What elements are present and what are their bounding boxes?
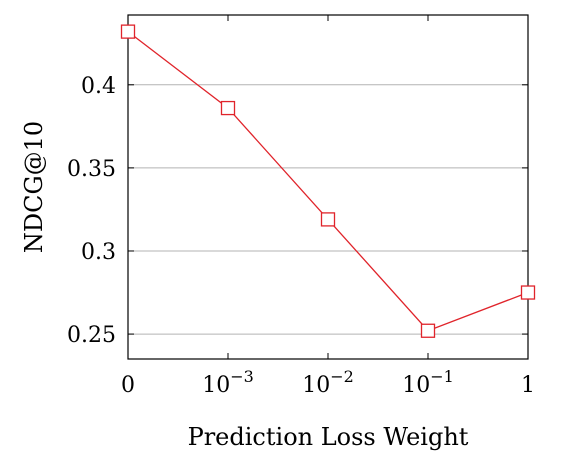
data-point	[120, 24, 136, 39]
data-point	[220, 100, 236, 116]
x-tick-label: 0	[121, 373, 135, 398]
y-tick-label: 0.25	[67, 323, 116, 348]
y-axis-label: NDCG@10	[20, 121, 48, 253]
series-line	[127, 31, 529, 332]
x-tick-label: 10−2	[302, 367, 354, 398]
x-tick-label: 10−3	[202, 367, 254, 398]
data-point	[420, 323, 436, 338]
x-tick-label: 1	[521, 373, 535, 398]
x-axis-label: Prediction Loss Weight	[188, 423, 469, 451]
data-point	[320, 212, 336, 227]
grid-lines	[128, 84, 528, 335]
y-tick-label: 0.35	[67, 157, 116, 182]
series-layer	[120, 24, 536, 338]
x-tick-labels: 0 10−3 10−2 10−1 1	[121, 367, 535, 398]
plot-area-frame	[127, 14, 529, 360]
y-tick-label: 0.3	[81, 240, 116, 265]
y-tick-label: 0.4	[81, 74, 116, 99]
y-tick-labels: 0.25 0.3 0.35 0.4	[67, 74, 116, 348]
tick-marks	[127, 15, 529, 359]
x-tick-label: 10−1	[402, 367, 454, 398]
data-point	[520, 285, 536, 300]
